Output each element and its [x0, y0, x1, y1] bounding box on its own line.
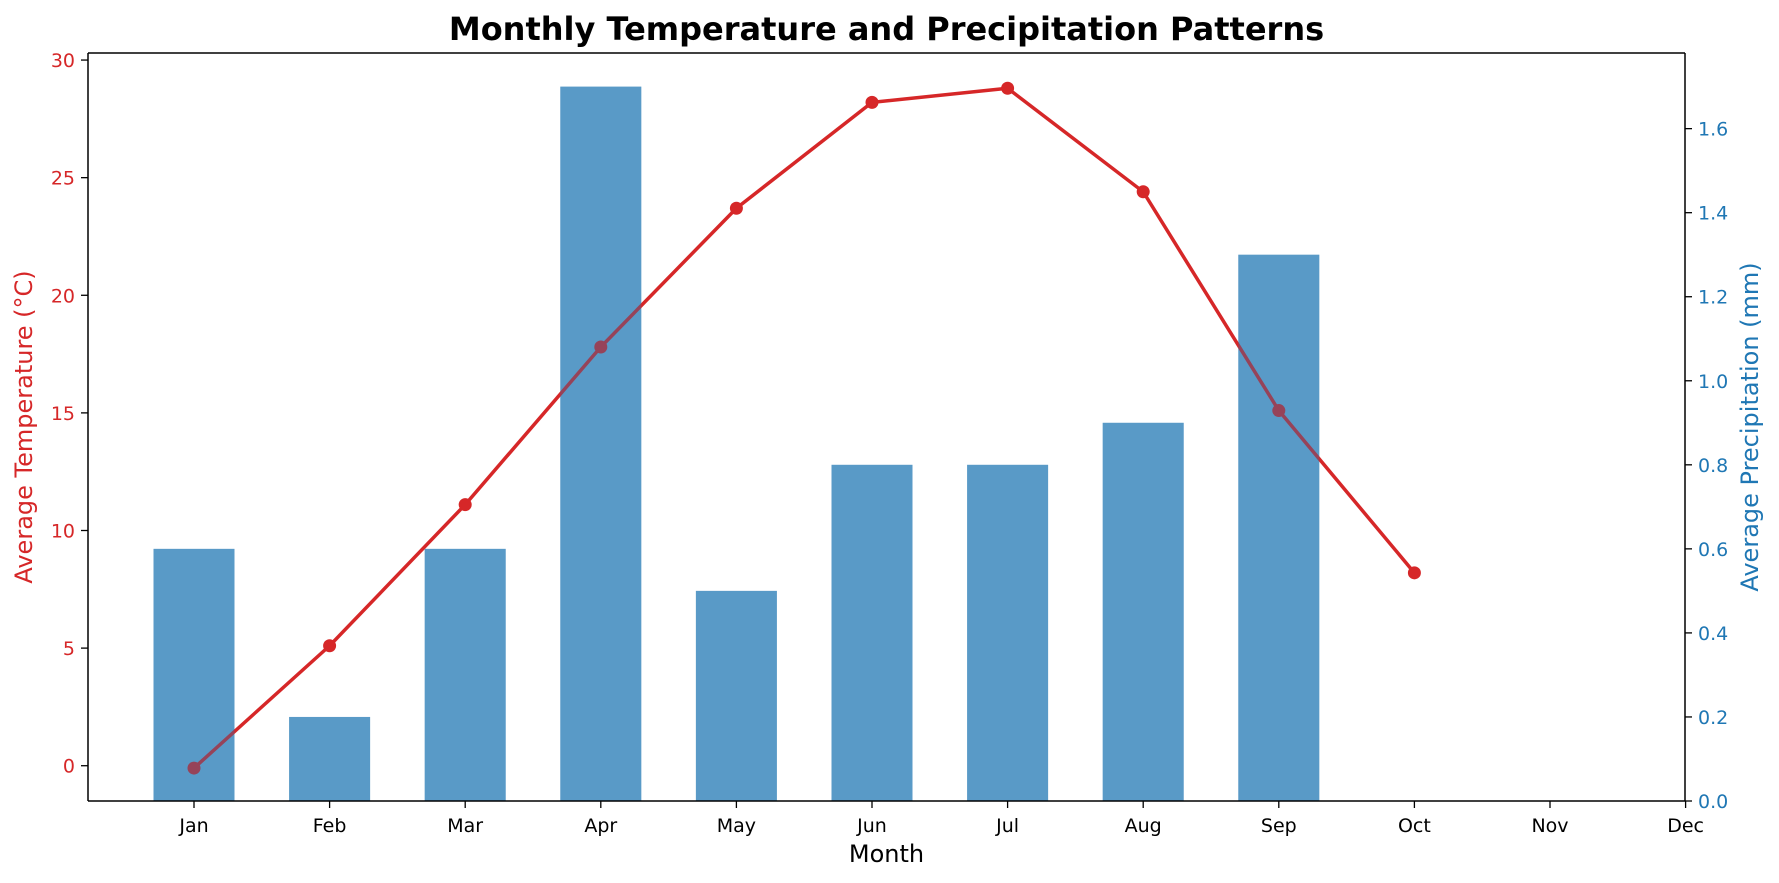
precipitation-bar-aug: [1102, 422, 1184, 801]
left-tick-label-15: 15: [51, 403, 75, 425]
temperature-point-apr: [594, 340, 608, 354]
right-tick-label-1.2: 1.2: [1698, 287, 1728, 309]
precipitation-bar-may: [695, 590, 777, 801]
precipitation-bar-jul: [967, 464, 1049, 801]
temperature-point-oct: [1407, 566, 1421, 580]
left-tick-label-30: 30: [51, 50, 75, 72]
right-tick-label-1.4: 1.4: [1698, 203, 1728, 225]
right-axis-label: Average Precipitation (mm): [1736, 262, 1764, 591]
right-tick-label-0: 0.0: [1698, 791, 1728, 813]
precipitation-bar-feb: [289, 716, 371, 801]
x-tick-label-mar: Mar: [447, 815, 483, 837]
right-tick-label-0.4: 0.4: [1698, 623, 1728, 645]
precipitation-bar-mar: [424, 548, 506, 801]
left-tick-label-20: 20: [51, 285, 75, 307]
x-axis-label: Month: [849, 840, 924, 868]
precipitation-bar-jun: [831, 464, 913, 801]
bars-layer: [153, 86, 1320, 801]
precipitation-bar-apr: [560, 86, 642, 801]
x-tick-label-aug: Aug: [1125, 815, 1162, 837]
x-tick-label-oct: Oct: [1398, 815, 1431, 837]
right-tick-label-0.2: 0.2: [1698, 707, 1728, 729]
temperature-line-layer: [153, 81, 1421, 801]
chart-title: Monthly Temperature and Precipitation Pa…: [449, 10, 1324, 48]
left-axis-label: Average Temperature (°C): [10, 270, 38, 583]
right-tick-label-0.8: 0.8: [1698, 455, 1728, 477]
x-tick-label-jul: Jul: [995, 815, 1019, 837]
temperature-point-jan: [187, 761, 201, 775]
temperature-point-mar: [458, 498, 472, 512]
temperature-line: [192, 86, 1416, 770]
x-tick-label-sep: Sep: [1261, 815, 1297, 837]
x-tick-label-jan: Jan: [178, 815, 208, 837]
x-tick-label-dec: Dec: [1667, 815, 1704, 837]
temperature-point-jul: [1001, 81, 1015, 95]
left-tick-label-5: 5: [63, 638, 75, 660]
temperature-point-aug: [1136, 185, 1150, 199]
left-tick-label-10: 10: [51, 520, 75, 542]
x-tick-label-apr: Apr: [584, 815, 617, 837]
x-tick-label-may: May: [717, 815, 756, 837]
precipitation-bar-sep: [1238, 254, 1320, 801]
left-tick-label-0: 0: [63, 756, 75, 778]
temperature-point-sep: [1272, 404, 1286, 418]
precipitation-bar-jan: [153, 548, 235, 801]
temperature-point-feb: [323, 639, 337, 653]
x-tick-label-nov: Nov: [1531, 815, 1568, 837]
right-tick-label-0.6: 0.6: [1698, 539, 1728, 561]
temperature-point-jun: [865, 95, 879, 109]
x-tick-label-jun: Jun: [856, 815, 887, 837]
temperature-point-may: [729, 201, 743, 215]
left-tick-label-25: 25: [51, 168, 75, 190]
right-tick-label-1.6: 1.6: [1698, 119, 1728, 141]
x-tick-label-feb: Feb: [313, 815, 347, 837]
right-tick-label-1: 1.0: [1698, 371, 1728, 393]
axes-layer: Jan Feb Mar Apr May Jun Jul Aug Sep Oct Nov Dec 0 5 10…: [51, 50, 1728, 837]
